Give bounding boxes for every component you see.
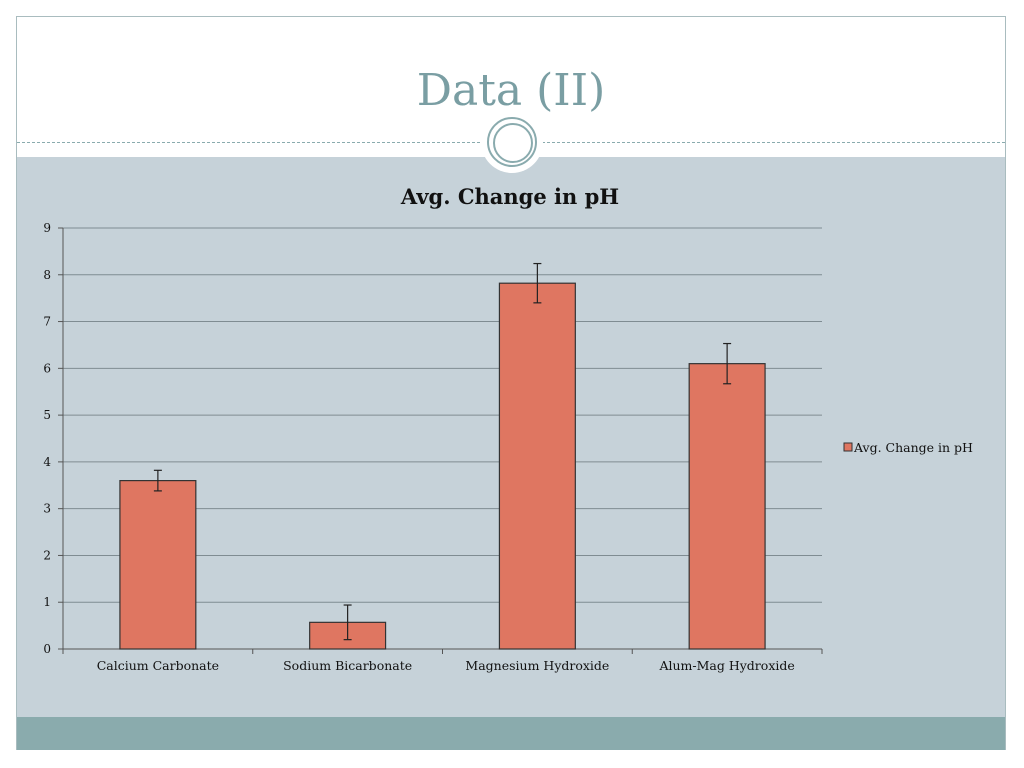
bar: [688, 363, 766, 650]
y-tick-label: 6: [43, 361, 51, 375]
y-tick-label: 8: [43, 268, 51, 282]
y-tick-label: 7: [43, 315, 51, 329]
y-tick-label: 0: [43, 642, 51, 656]
y-tick-label: 3: [43, 502, 51, 516]
footer-bar: [17, 717, 1005, 750]
error-bars: [153, 262, 732, 641]
y-tick-label: 2: [43, 548, 51, 562]
x-tick-label: Magnesium Hydroxide: [465, 658, 609, 673]
bar: [119, 480, 197, 650]
y-tick-label: 4: [43, 455, 51, 469]
y-tick-label: 1: [43, 595, 51, 609]
y-tick-label: 9: [43, 221, 51, 235]
circle-ornament-icon: [481, 111, 543, 173]
chart-title: Avg. Change in pH: [400, 184, 619, 209]
tick-labels: 0 1 2 3 4 5 6 7 8 9 Calcium Carbonate Sodium Bicarb…: [43, 221, 794, 673]
legend-label: Avg. Change in pH: [853, 440, 973, 455]
x-tick-label: Calcium Carbonate: [97, 658, 219, 673]
y-tick-label: 5: [43, 408, 51, 422]
bar: [498, 282, 576, 650]
x-tick-label: Sodium Bicarbonate: [283, 658, 412, 673]
bars: [119, 282, 766, 650]
slide-title: Data (II): [416, 65, 606, 116]
x-tick-label: Alum-Mag Hydroxide: [658, 658, 794, 673]
legend-swatch: [843, 442, 853, 452]
legend: Avg. Change in pH: [843, 440, 973, 455]
